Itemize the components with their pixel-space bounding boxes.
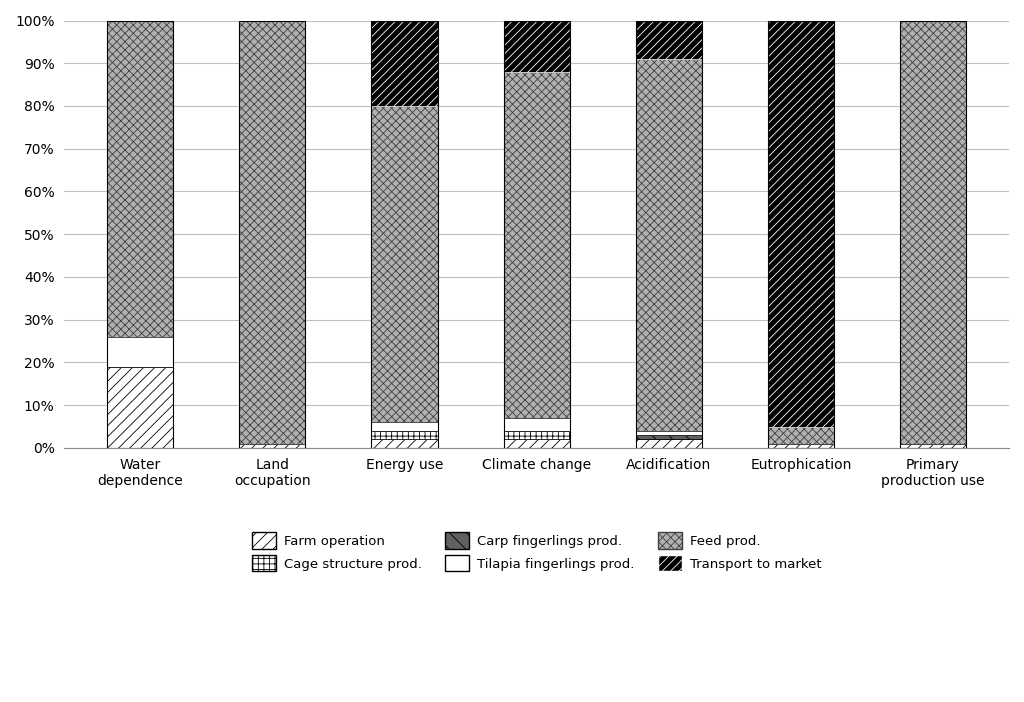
Bar [636,20,701,59]
Bar [636,435,701,439]
Legend: Farm operation, Cage structure prod., Carp fingerlings prod., Tilapia fingerling: Farm operation, Cage structure prod., Ca… [247,527,826,576]
Bar [240,20,305,448]
Bar [636,431,701,435]
Bar [768,444,834,448]
Bar [636,59,701,431]
Bar [372,439,437,448]
Bar [504,20,569,72]
Bar [900,20,966,448]
Bar [504,431,569,439]
Bar [636,439,701,448]
Bar [636,20,701,448]
Bar [768,427,834,444]
Bar [372,423,437,431]
Bar [504,72,569,418]
Bar [372,106,437,423]
Bar [240,20,305,444]
Bar [768,20,834,448]
Bar [108,20,173,448]
Bar [504,418,569,431]
Bar [108,337,173,366]
Bar [372,431,437,439]
Bar [108,366,173,448]
Bar [504,20,569,448]
Bar [900,20,966,444]
Bar [108,20,173,337]
Bar [240,444,305,448]
Bar [372,20,437,448]
Bar [768,20,834,427]
Bar [504,439,569,448]
Bar [900,444,966,448]
Bar [372,20,437,106]
